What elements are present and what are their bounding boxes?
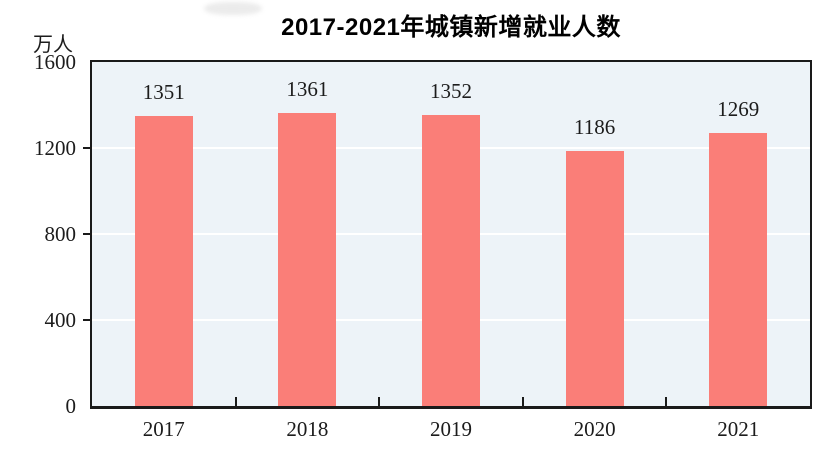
bar-2019 [422, 115, 480, 406]
x-tick-label-2021: 2021 [717, 417, 760, 441]
x-axis-tick [521, 397, 524, 406]
x-tick-label-2017: 2017 [142, 417, 185, 441]
x-axis-tick [234, 397, 237, 406]
value-label-2021: 1269 [717, 97, 760, 122]
value-label-2018: 1361 [286, 77, 329, 102]
y-tick-label-400: 400 [44, 308, 77, 332]
x-tick-label-2020: 2020 [573, 417, 616, 441]
x-axis-tick [378, 397, 381, 406]
y-axis-unit-label: 万人 [33, 34, 73, 56]
value-label-2017: 1351 [142, 79, 185, 104]
x-tick-label-2019: 2019 [430, 417, 472, 441]
value-label-2019: 1352 [430, 79, 472, 104]
watermark-smudge [204, 2, 262, 15]
x-tick-label-2018: 2018 [286, 417, 329, 441]
bar-2021 [709, 133, 768, 406]
y-axis-tick-1200 [83, 147, 90, 149]
bar-2017 [134, 115, 193, 406]
y-tick-label-1600: 1600 [34, 50, 76, 74]
y-axis-tick-400 [83, 319, 90, 321]
y-axis-tick-800 [83, 233, 90, 235]
bar-2020 [565, 151, 624, 406]
bar-2018 [278, 113, 337, 406]
value-label-2020: 1186 [573, 115, 616, 140]
y-tick-label-800: 800 [44, 222, 77, 246]
y-tick-label-0: 0 [65, 394, 77, 418]
y-tick-label-1200: 1200 [34, 136, 76, 160]
x-axis-tick [665, 397, 668, 406]
plot-area: 1351 1361 1352 1186 1269 [83, 60, 812, 409]
chart-title: 2017-2021年城镇新增就业人数 [281, 14, 621, 41]
